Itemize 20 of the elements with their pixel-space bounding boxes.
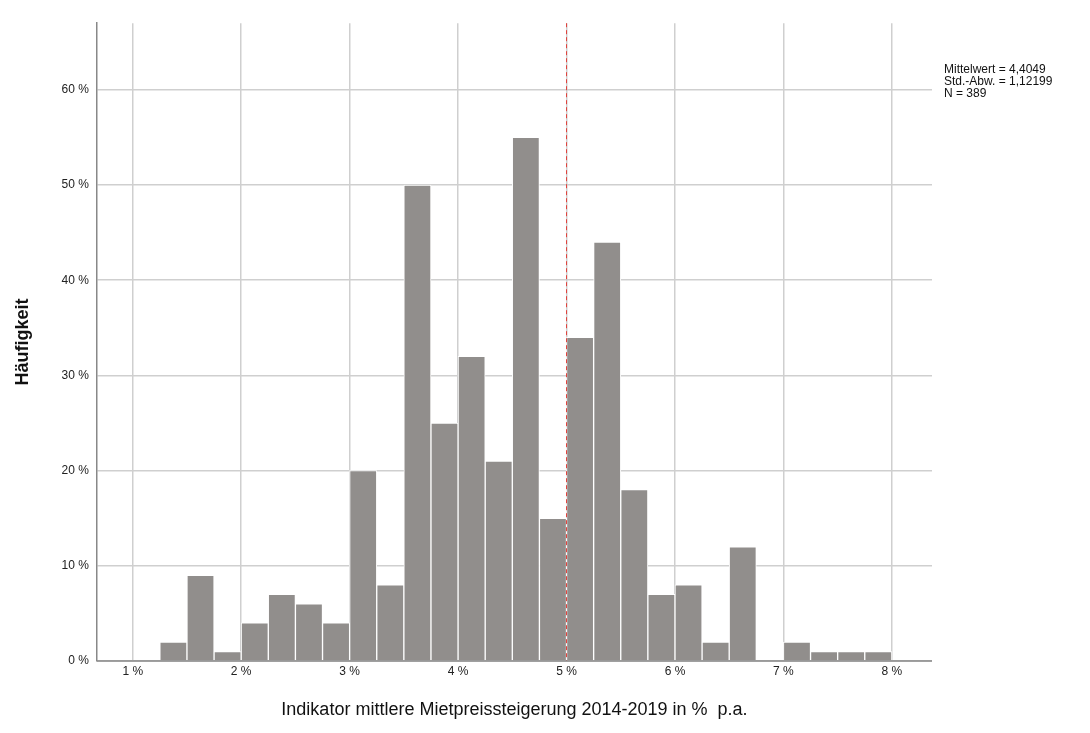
y-tick-label: 50 % [61, 177, 90, 192]
x-tick-label: 6 % [664, 663, 686, 678]
text: Mittelwert = 4,4049 [944, 62, 1047, 76]
x-tick-label: 5 % [556, 663, 578, 678]
y-tick-label: 0 % [68, 653, 90, 668]
x-tick-label: 4 % [447, 663, 469, 678]
y-tick-label: 60 % [61, 82, 90, 97]
y-tick-label: 40 % [61, 272, 90, 287]
x-tick-label: 3 % [339, 663, 361, 678]
x-tick-label: 8 % [881, 663, 903, 678]
y-tick-label: 30 % [61, 367, 90, 382]
y-axis-title: Häufigkeit [11, 298, 32, 386]
y-tick-label: 20 % [61, 462, 90, 477]
y-tick-label: 10 % [61, 558, 90, 573]
x-tick-label: 7 % [773, 663, 795, 678]
text: Std.-Abw. = 1,12199 [944, 74, 1053, 88]
x-tick-label: 1 % [122, 663, 144, 678]
text: N = 389 [944, 86, 988, 100]
x-axis-title: Indikator mittlere Mietpreissteigerung 2014-2019 in % p.a. [281, 699, 748, 720]
x-tick-label: 2 % [230, 663, 252, 678]
